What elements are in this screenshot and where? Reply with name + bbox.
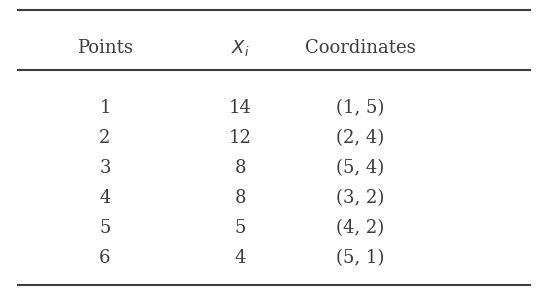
Text: (4, 2): (4, 2) <box>336 219 384 237</box>
Text: Points: Points <box>77 39 133 57</box>
Text: 3: 3 <box>99 159 111 177</box>
Text: (3, 2): (3, 2) <box>336 189 384 207</box>
Text: (1, 5): (1, 5) <box>336 99 384 117</box>
Text: (5, 4): (5, 4) <box>336 159 384 177</box>
Text: Coordinates: Coordinates <box>305 39 415 57</box>
Text: 8: 8 <box>234 189 246 207</box>
Text: 8: 8 <box>234 159 246 177</box>
Text: $X_i$: $X_i$ <box>231 38 249 58</box>
Text: 2: 2 <box>99 129 111 147</box>
Text: 12: 12 <box>229 129 252 147</box>
Text: 6: 6 <box>99 249 111 267</box>
Text: 14: 14 <box>229 99 252 117</box>
Text: (5, 1): (5, 1) <box>336 249 384 267</box>
Text: 5: 5 <box>99 219 111 237</box>
Text: 4: 4 <box>235 249 246 267</box>
Text: 4: 4 <box>99 189 111 207</box>
Text: 5: 5 <box>235 219 246 237</box>
Text: 1: 1 <box>99 99 111 117</box>
Text: (2, 4): (2, 4) <box>336 129 384 147</box>
